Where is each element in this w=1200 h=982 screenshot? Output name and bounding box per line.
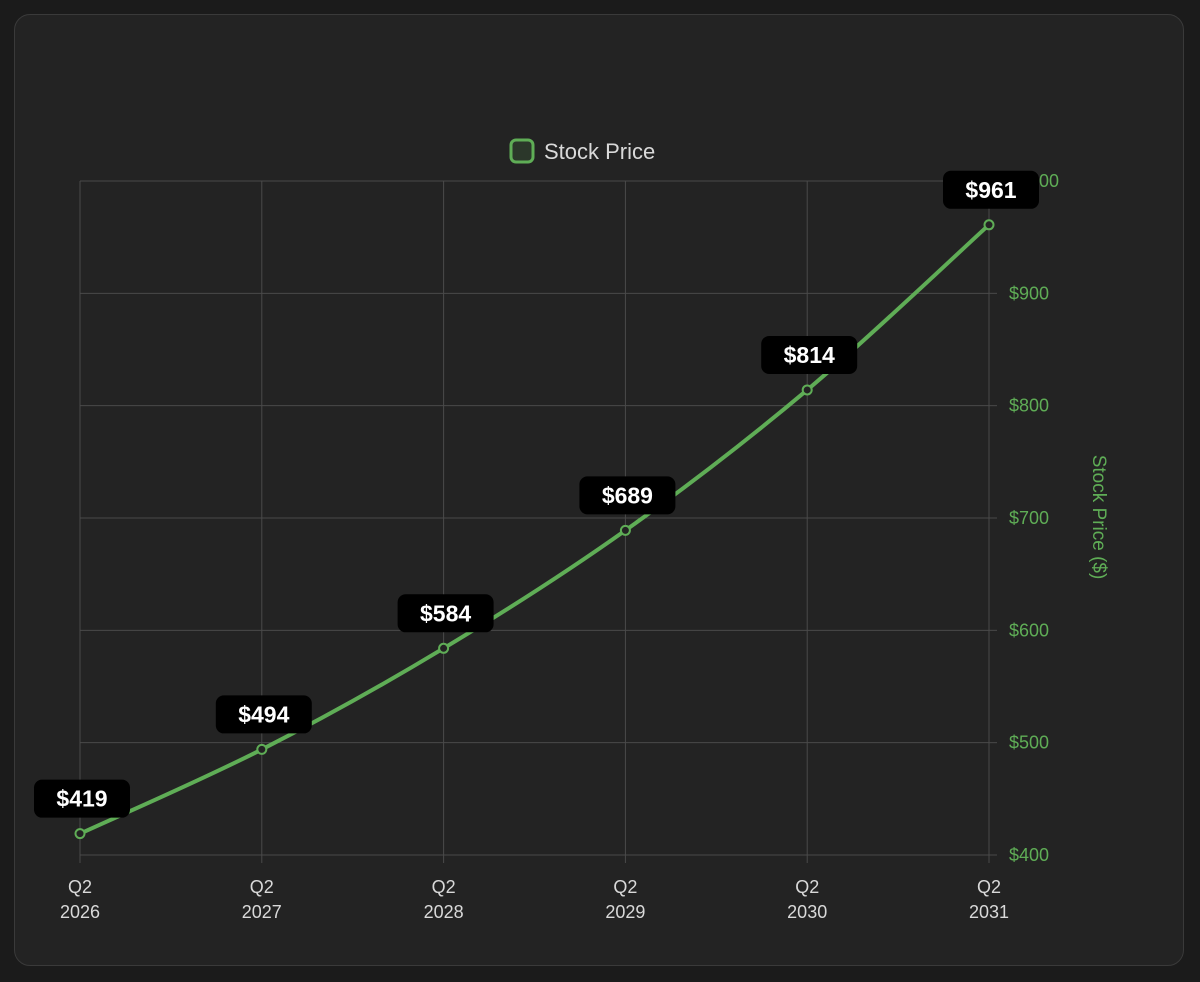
x-tick-label: Q2 2030	[787, 877, 827, 922]
y-tick-label: $900	[1009, 283, 1049, 303]
data-label-text: $584	[420, 600, 471, 626]
y-tick-label: $600	[1009, 620, 1049, 640]
y-tick-label: $500	[1009, 733, 1049, 753]
y-axis-title: Stock Price ($)	[1088, 455, 1109, 580]
data-label: $494	[215, 695, 312, 734]
y-tick-label: $400	[1009, 845, 1049, 865]
data-label-text: $419	[56, 786, 107, 812]
legend[interactable]: Stock Price	[509, 138, 655, 164]
data-label: $814	[761, 335, 858, 374]
legend-label: Stock Price	[544, 139, 655, 164]
legend-swatch	[509, 138, 535, 164]
x-axis-ticks: Q2 2026 Q2 2027 Q2 2028 Q2 2029 Q2 2030 Q2 2031	[60, 877, 1009, 922]
data-label: $419	[34, 779, 130, 818]
data-label-box	[943, 170, 1039, 209]
data-point[interactable]	[74, 828, 86, 840]
x-tick-label: Q2 2026	[60, 877, 100, 922]
data-label-box	[34, 779, 130, 818]
data-label: $689	[579, 476, 676, 515]
data-point[interactable]	[438, 642, 450, 654]
x-tick-label: Q2 2031	[969, 877, 1009, 922]
data-label-box	[761, 335, 858, 374]
data-point[interactable]	[801, 384, 813, 396]
data-label-text: $961	[965, 177, 1016, 203]
x-tick-label: Q2 2029	[605, 877, 645, 922]
data-label-box	[397, 594, 494, 633]
data-labels: $419 $494 $584 $689 $814 $961	[34, 170, 1039, 818]
data-label-text: $494	[238, 701, 289, 727]
data-point[interactable]	[256, 743, 268, 755]
series-stock-price	[74, 219, 995, 840]
y-tick-label: $700	[1009, 508, 1049, 528]
x-tick-label: Q2 2028	[424, 877, 464, 922]
data-label: $584	[397, 594, 494, 633]
data-label-text: $689	[602, 482, 653, 508]
y-tick-label: $800	[1009, 396, 1049, 416]
x-tick-label: Q2 2027	[242, 877, 282, 922]
y-axis-ticks: $400$500$600$700$800$900$1000	[1009, 171, 1059, 865]
grid	[79, 180, 997, 863]
data-label-box	[579, 476, 676, 515]
data-label: $961	[943, 170, 1039, 209]
data-label-box	[215, 695, 312, 734]
data-point[interactable]	[619, 524, 631, 536]
data-label-text: $814	[784, 342, 835, 368]
data-point[interactable]	[983, 219, 995, 231]
